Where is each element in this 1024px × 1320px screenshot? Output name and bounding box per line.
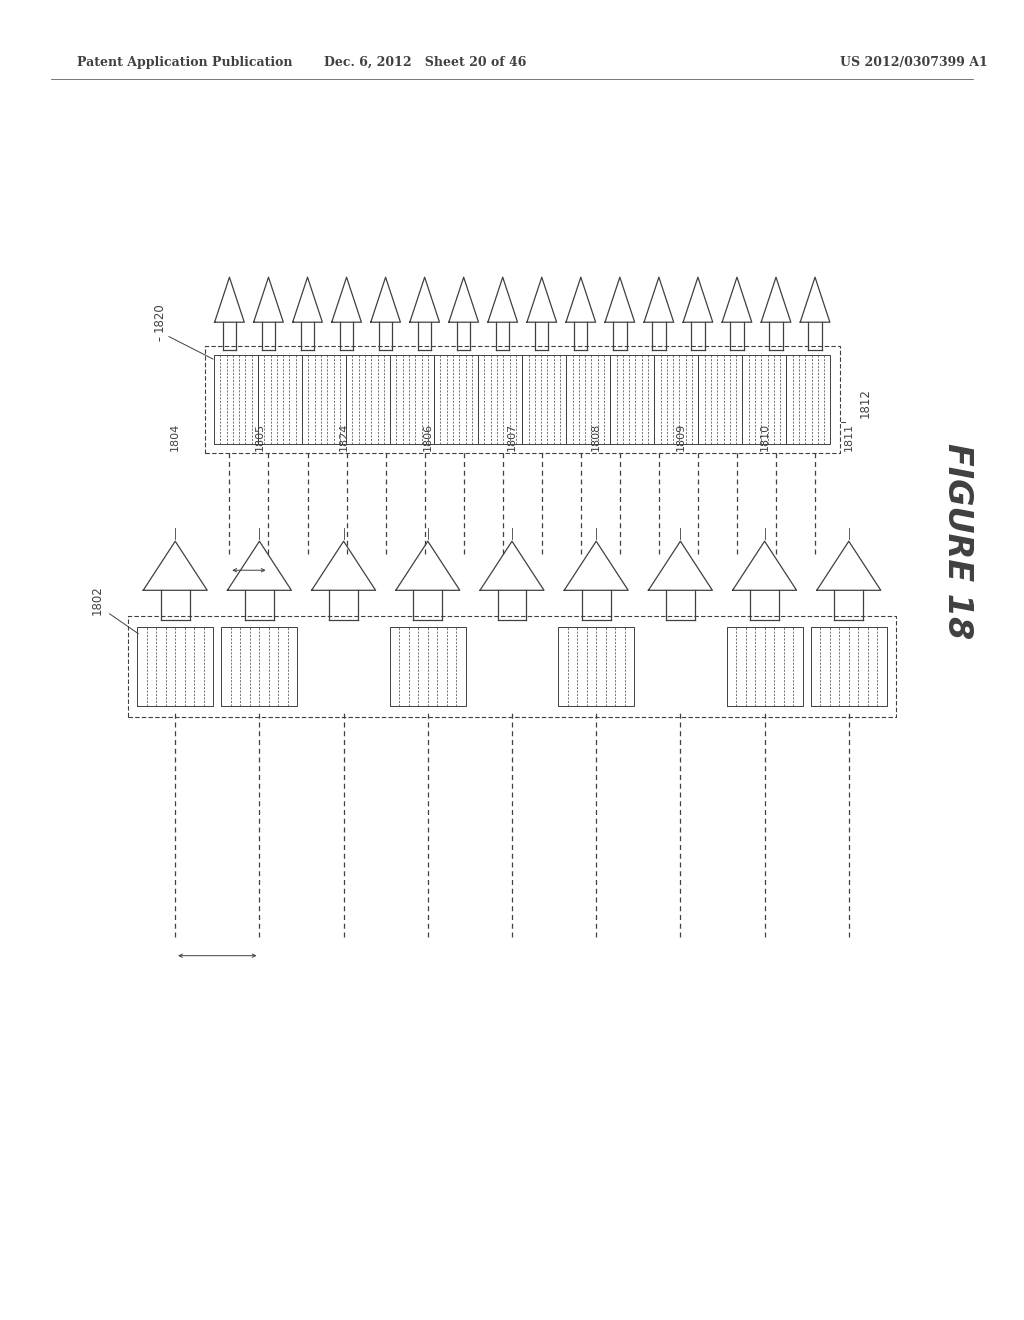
Text: 1802: 1802 [91,586,103,615]
Text: Patent Application Publication: Patent Application Publication [77,55,292,69]
Text: 1806: 1806 [423,422,433,450]
Text: 1811: 1811 [844,422,854,450]
Text: 1824: 1824 [339,422,348,450]
Text: US 2012/0307399 A1: US 2012/0307399 A1 [840,55,987,69]
Text: 1805: 1805 [254,422,264,450]
Text: 1820: 1820 [153,302,165,331]
Text: 1808: 1808 [591,422,601,450]
Text: 1809: 1809 [676,422,685,450]
Text: FIGURE 18: FIGURE 18 [941,444,974,639]
Text: 1810: 1810 [760,422,770,450]
Text: 1804: 1804 [170,422,180,450]
Text: Dec. 6, 2012   Sheet 20 of 46: Dec. 6, 2012 Sheet 20 of 46 [324,55,526,69]
Text: 1812: 1812 [859,388,871,417]
Text: 1807: 1807 [507,422,517,450]
